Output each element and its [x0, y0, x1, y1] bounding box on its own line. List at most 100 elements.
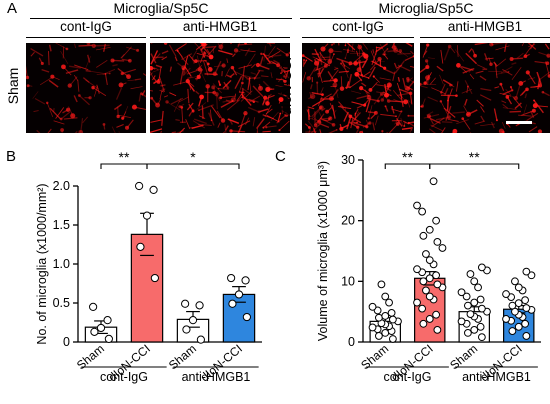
process — [442, 79, 453, 87]
process — [191, 124, 204, 129]
process — [338, 70, 350, 73]
chart-c: C 0 10 20 30 Volume of microglia (x1000 μm³)… — [275, 148, 541, 384]
process — [336, 57, 351, 64]
process — [420, 66, 428, 74]
process — [402, 120, 410, 125]
process — [441, 127, 446, 133]
process — [115, 87, 123, 100]
process — [361, 130, 363, 133]
cell-body — [380, 98, 385, 102]
process — [74, 130, 78, 133]
process — [192, 50, 198, 58]
cell-body — [317, 119, 322, 124]
data-point — [381, 329, 390, 337]
cell-body — [381, 129, 384, 133]
process — [244, 76, 251, 82]
process — [523, 45, 533, 58]
data-point — [228, 299, 237, 308]
process — [263, 45, 266, 62]
cell-body — [546, 53, 550, 58]
data-point — [470, 325, 479, 334]
process — [160, 84, 166, 87]
cell-body — [60, 128, 64, 132]
process — [216, 94, 218, 110]
process — [78, 95, 90, 106]
process — [177, 50, 183, 58]
data-point — [514, 283, 523, 292]
process — [198, 115, 206, 119]
process — [328, 129, 338, 133]
process — [186, 69, 201, 75]
cell-body — [265, 126, 268, 129]
process — [95, 47, 111, 51]
process — [501, 100, 507, 104]
process — [534, 60, 548, 64]
process — [347, 73, 353, 88]
process — [494, 63, 498, 79]
process — [200, 49, 205, 57]
process — [55, 43, 68, 50]
cell-body — [26, 75, 30, 80]
y-tick-label: 1.0 — [53, 257, 70, 271]
process — [150, 119, 162, 123]
data-point — [474, 283, 482, 292]
data-point — [381, 292, 390, 301]
process — [397, 92, 412, 96]
process — [314, 48, 322, 61]
cell-body — [86, 43, 91, 46]
process — [237, 43, 241, 48]
process — [430, 124, 443, 132]
process — [224, 125, 229, 131]
process — [319, 87, 324, 95]
process — [153, 67, 159, 70]
data-point — [432, 271, 441, 280]
data-point — [462, 292, 471, 301]
cell-body — [518, 81, 524, 86]
process — [112, 64, 118, 67]
data-point — [425, 274, 434, 283]
cell-body — [344, 57, 347, 60]
process — [170, 97, 184, 105]
cell-body — [330, 43, 334, 46]
cell-body — [426, 43, 430, 47]
process — [429, 77, 436, 85]
cell-body — [279, 112, 282, 115]
cell-body — [280, 68, 286, 73]
cell-body — [233, 48, 239, 53]
data-point — [433, 238, 442, 246]
process — [32, 91, 39, 99]
process — [502, 107, 517, 110]
cell-body — [372, 75, 375, 78]
data-point — [418, 207, 427, 216]
cell-body — [67, 83, 72, 88]
process — [197, 123, 212, 127]
cell-body — [412, 55, 414, 58]
process — [474, 43, 489, 46]
process — [536, 71, 542, 85]
cell-body — [207, 67, 213, 72]
cell-body — [386, 85, 390, 88]
process — [338, 101, 345, 108]
cell-body — [420, 104, 424, 108]
process — [82, 77, 90, 83]
process — [142, 73, 146, 77]
process — [466, 86, 469, 94]
process — [238, 64, 252, 69]
process — [452, 111, 465, 114]
cell-body — [178, 105, 182, 109]
data-point — [425, 292, 434, 301]
process — [175, 43, 187, 52]
process — [268, 45, 276, 56]
process — [237, 124, 243, 133]
process — [196, 102, 207, 110]
process — [476, 64, 486, 69]
cell-body — [136, 48, 140, 52]
data-point — [463, 301, 472, 310]
process — [399, 91, 404, 107]
cell-body — [398, 49, 403, 53]
process — [198, 104, 214, 111]
process — [191, 75, 198, 79]
process — [275, 78, 285, 81]
process — [351, 101, 365, 106]
process — [530, 85, 541, 88]
